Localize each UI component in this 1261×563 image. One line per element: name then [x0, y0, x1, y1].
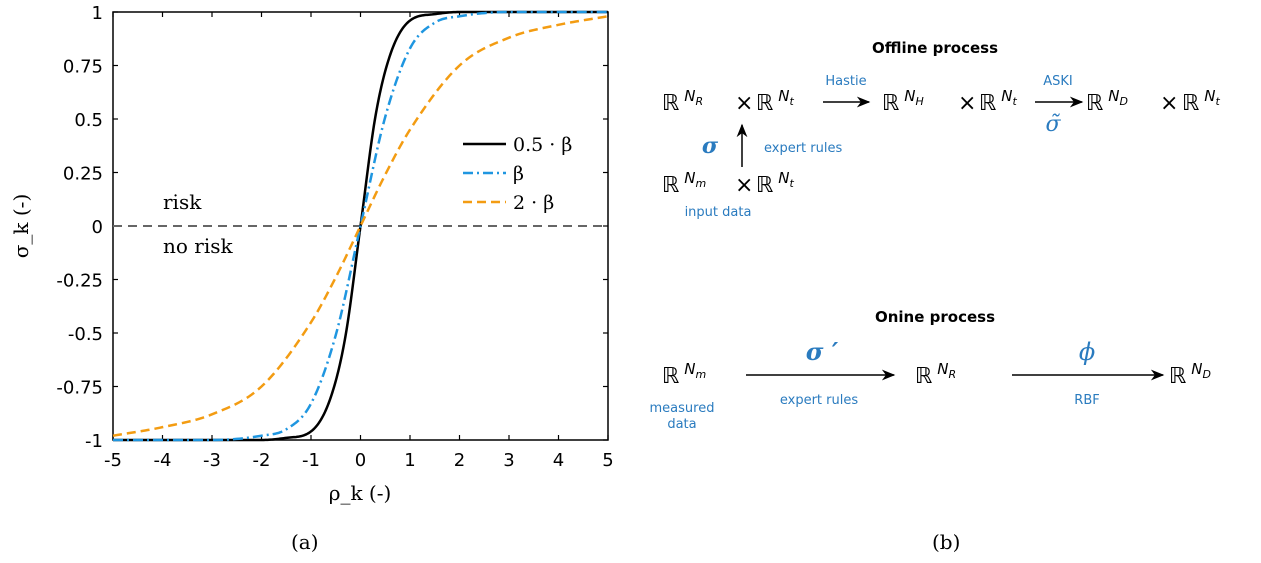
times-symbol-2: ×: [958, 91, 976, 116]
y-tick-label: -0.5: [68, 324, 103, 345]
space-r-nm-offline: ℝ Nm: [662, 169, 706, 198]
y-tick-label: -0.75: [56, 378, 103, 399]
y-tick-label: 0.25: [63, 164, 103, 185]
x-tick-label: -5: [104, 450, 122, 471]
label-sigma-tilde: σ̃: [1045, 112, 1061, 137]
space-r-nt-4: ℝ Nt: [756, 169, 794, 198]
label-aski: ASKI: [1043, 74, 1073, 89]
space-r-nh: ℝ NH: [882, 87, 924, 116]
times-symbol-4: ×: [735, 173, 753, 198]
label-expert-rules-online: expert rules: [780, 393, 858, 408]
x-tick-label: -3: [203, 450, 221, 471]
annotation-no-risk: no risk: [163, 234, 234, 258]
y-tick-label: 0.5: [74, 110, 103, 131]
y-axis-label: σ_k (-): [9, 194, 33, 259]
label-rbf: RBF: [1074, 393, 1099, 408]
x-tick-label: 3: [503, 450, 514, 471]
x-tick-label: 0: [355, 450, 366, 471]
label-measured: measured: [650, 401, 715, 416]
space-r-nt-3: ℝ Nt: [1182, 87, 1220, 116]
y-tick-label: -0.25: [56, 271, 103, 292]
legend-label-double-beta: 2 · β: [513, 192, 554, 214]
caption-b: (b): [932, 530, 961, 554]
series-line-beta: [113, 10, 608, 442]
x-tick-label: -4: [154, 450, 172, 471]
space-r-nr-online: ℝ NR: [915, 360, 956, 389]
annotation-risk: risk: [163, 190, 202, 214]
space-r-nd-online: ℝ ND: [1169, 360, 1211, 389]
label-sigma-prime: σ ′: [806, 337, 839, 366]
series-line-double-beta: [112, 15, 609, 437]
space-r-nm-online: ℝ Nm: [662, 360, 706, 389]
sigmoid-chart: -5 -4 -3 -2 -1 0 1 2 3 4 5 -1 -0.75 -0.5 -0.25 0 0.25 0.5…: [9, 3, 614, 505]
offline-title: Offline process: [872, 39, 998, 57]
x-tick-label: -1: [302, 450, 320, 471]
label-expert-rules-offline: expert rules: [764, 141, 842, 156]
axis-ticks: -5 -4 -3 -2 -1 0 1 2 3 4 5 -1 -0.75 -0.5 -0.25 0 0.25 0.5…: [56, 3, 613, 471]
x-tick-label: -2: [253, 450, 271, 471]
label-phi: ϕ: [1079, 338, 1095, 366]
online-title: Onine process: [875, 308, 995, 326]
times-symbol-3: ×: [1160, 91, 1178, 116]
x-tick-label: 2: [454, 450, 465, 471]
label-sigma-offline: σ: [702, 133, 719, 159]
legend-label-beta: β: [513, 163, 524, 185]
y-tick-label: 0.75: [63, 57, 103, 78]
caption-a: (a): [291, 530, 319, 554]
label-measured-data: data: [667, 417, 696, 432]
legend: 0.5 · β β 2 · β: [463, 134, 572, 214]
times-symbol-1: ×: [735, 91, 753, 116]
x-tick-label: 5: [602, 450, 613, 471]
y-tick-label: 0: [92, 217, 103, 238]
legend-label-half-beta: 0.5 · β: [513, 134, 572, 156]
offline-row: ℝ NR × ℝ Nt ℝ NH × ℝ Nt ℝ ND × ℝ Nt ℝ Nm…: [662, 87, 1220, 198]
space-r-nt-2: ℝ Nt: [979, 87, 1017, 116]
series-layer: [112, 10, 609, 442]
label-input-data: input data: [685, 205, 752, 220]
label-hastie: Hastie: [825, 74, 866, 89]
x-axis-label: ρ_k (-): [329, 481, 392, 505]
y-tick-label: -1: [85, 431, 103, 452]
process-diagram: Offline process ℝ NR × ℝ Nt ℝ NH × ℝ Nt …: [650, 39, 1221, 432]
space-r-nd-offline: ℝ ND: [1086, 87, 1128, 116]
y-tick-label: 1: [92, 3, 103, 24]
x-tick-label: 1: [404, 450, 415, 471]
x-tick-label: 4: [553, 450, 564, 471]
space-r-nr: ℝ NR: [662, 87, 703, 116]
space-r-nt-1: ℝ Nt: [756, 87, 794, 116]
